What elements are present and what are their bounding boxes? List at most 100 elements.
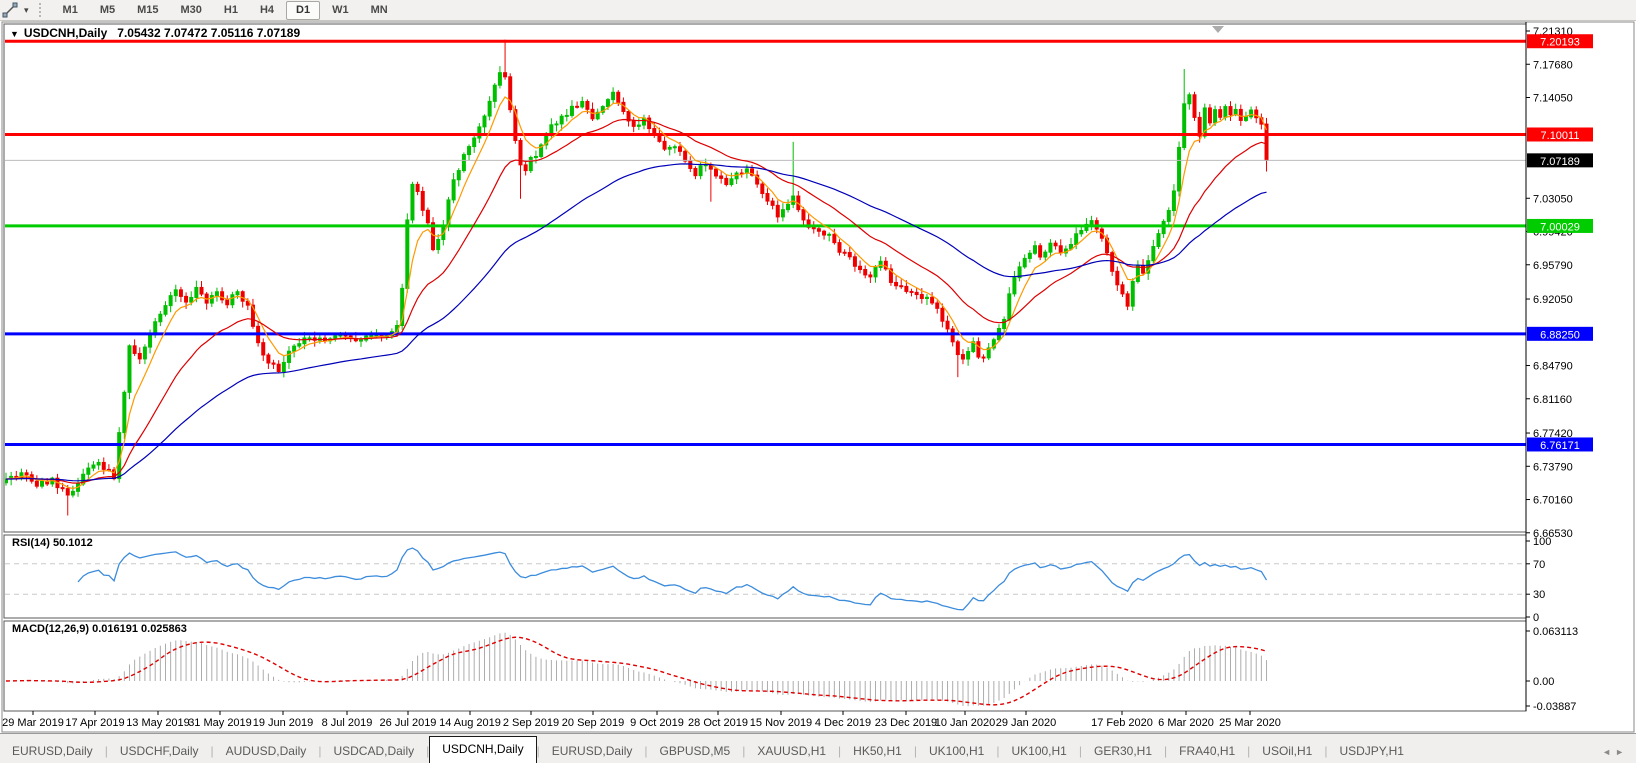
date-tick-2-Sep-2019: 2 Sep 2019 — [503, 717, 559, 729]
timeframe-button-m30[interactable]: M30 — [180, 3, 202, 16]
chart-tab-ger30-h1[interactable]: GER30,H1 — [1093, 744, 1153, 758]
price-label-text-6.88250: 6.88250 — [1540, 329, 1580, 341]
chart-tab-bar: EURUSD,Daily | USDCHF,Daily | AUDUSD,Daily | U… — [0, 733, 1636, 763]
chart-tab-gbpusd-m5[interactable]: GBPUSD,M5 — [659, 744, 731, 758]
tab-separator: | — [318, 744, 322, 758]
rsi-scale-0: 0 — [1533, 612, 1539, 624]
date-tick-31-May-2019: 31 May 2019 — [188, 717, 252, 729]
chart-tab-eurusd-daily[interactable]: EURUSD,Daily — [12, 744, 93, 758]
price-label-box-7.20193 — [1527, 34, 1593, 49]
macd-layer — [5, 632, 1268, 707]
timeframe-button-m1[interactable]: M1 — [62, 3, 78, 16]
price-tick-6.70160: 6.70160 — [1533, 495, 1573, 507]
line-studies-icon[interactable] — [2, 2, 24, 18]
date-tick-4-Dec-2019: 4 Dec 2019 — [815, 717, 871, 729]
date-tick-15-Nov-2019: 15 Nov 2019 — [750, 717, 812, 729]
price-label-box-6.88250 — [1527, 326, 1593, 341]
timeframe-button-m15[interactable]: M15 — [137, 3, 159, 16]
toolbar-grip-handle[interactable] — [38, 3, 46, 17]
price-tick-6.95790: 6.95790 — [1533, 260, 1573, 272]
chart-tab-usdcad-daily[interactable]: USDCAD,Daily — [333, 744, 415, 758]
date-tick-17-Feb-2020: 17 Feb 2020 — [1091, 717, 1153, 729]
moving-averages-layer — [5, 96, 1268, 490]
chart-tab-uk100-h1[interactable]: UK100,H1 — [1011, 744, 1067, 758]
date-tick-13-May-2019: 13 May 2019 — [126, 717, 190, 729]
timeframe-button-mn[interactable]: MN — [370, 3, 388, 16]
tab-separator: | — [1164, 744, 1168, 758]
date-tick-29-Jan-2020: 29 Jan 2020 — [996, 717, 1057, 729]
rsi-scale-100: 100 — [1533, 536, 1551, 548]
chart-tab-usdchf-daily[interactable]: USDCHF,Daily — [119, 744, 199, 758]
timeframe-button-h4[interactable]: H4 — [259, 3, 275, 16]
tab-separator: | — [1078, 744, 1082, 758]
rsi-layer — [5, 547, 1525, 611]
main-panel-frame — [3, 23, 1527, 533]
date-tick-6-Mar-2020: 6 Mar 2020 — [1158, 717, 1214, 729]
ma-line-21 — [5, 118, 1267, 484]
price-tick-7.14050: 7.14050 — [1533, 93, 1573, 105]
date-tick-25-Mar-2020: 25 Mar 2020 — [1219, 717, 1281, 729]
ma-line-6 — [5, 96, 1268, 490]
price-tick-6.73790: 6.73790 — [1533, 461, 1573, 473]
price-label-box-7.07189 — [1527, 153, 1593, 168]
tab-separator: | — [536, 744, 540, 758]
chart-tab-fra40-h1[interactable]: FRA40,H1 — [1179, 744, 1236, 758]
rsi-line — [77, 547, 1268, 611]
chart-tab-hk50-h1[interactable]: HK50,H1 — [853, 744, 902, 758]
chart-tab-usdcnh-daily[interactable]: USDCNH,Daily — [429, 736, 537, 763]
horizontal-levels-layer[interactable] — [5, 39, 1526, 446]
price-label-box-7.10011 — [1527, 127, 1593, 142]
tab-separator: | — [210, 744, 214, 758]
price-label-text-6.76171: 6.76171 — [1540, 440, 1580, 452]
tab-separator: | — [913, 744, 917, 758]
chart-tab-xauusd-h1[interactable]: XAUUSD,H1 — [757, 744, 827, 758]
date-tick-23-Dec-2019: 23 Dec 2019 — [875, 717, 937, 729]
date-tick-8-Jul-2019: 8 Jul 2019 — [322, 717, 373, 729]
timeframe-buttons: M1 M5 M15 M30 H1 H4 D1 W1 MN — [52, 0, 399, 20]
price-label-text-7.10011: 7.10011 — [1541, 130, 1580, 142]
timeframe-button-m5[interactable]: M5 — [99, 3, 116, 16]
date-tick-14-Aug-2019: 14 Aug 2019 — [439, 717, 501, 729]
price-tick-7.03050: 7.03050 — [1533, 193, 1573, 205]
timeframe-button-h1[interactable]: H1 — [223, 3, 238, 16]
chart-tab-usdjpy-h1[interactable]: USDJPY,H1 — [1339, 744, 1404, 758]
chart-tab-uk100-h1[interactable]: UK100,H1 — [928, 744, 985, 758]
candles-layer[interactable] — [5, 39, 1269, 516]
price-label-text-7.20193: 7.20193 — [1540, 37, 1580, 49]
price-label-box-7.00029 — [1527, 218, 1593, 233]
price-tick-6.77420: 6.77420 — [1533, 428, 1573, 440]
tab-scroll-left-icon: ◄ — [1602, 747, 1616, 757]
price-tick-6.81160: 6.81160 — [1533, 394, 1572, 406]
tab-separator: | — [996, 744, 1000, 758]
date-tick-29-Mar-2019: 29 Mar 2019 — [2, 717, 64, 729]
tab-scroll-arrows[interactable]: ◄► — [1602, 747, 1628, 763]
tab-scroll-right-icon: ► — [1615, 747, 1628, 757]
chart-tab-audusd-daily[interactable]: AUDUSD,Daily — [225, 744, 307, 758]
rsi-scale-30: 30 — [1533, 589, 1545, 601]
macd-scale--0.03887: -0.03887 — [1533, 701, 1576, 713]
chart-tab-eurusd-daily[interactable]: EURUSD,Daily — [551, 744, 633, 758]
timeframe-toolbar: ▾ M1 M5 M15 M30 H1 H4 D1 W1 MN — [0, 0, 1636, 21]
chart-canvas[interactable]: 7.213107.176807.140507.030506.994206.957… — [0, 21, 1636, 733]
price-tick-6.92050: 6.92050 — [1533, 294, 1573, 306]
rsi-panel-frame — [3, 534, 1527, 619]
price-tick-7.17680: 7.17680 — [1533, 59, 1573, 71]
macd-scale-0.00: 0.00 — [1533, 676, 1554, 688]
chart-shift-marker[interactable] — [1212, 26, 1224, 33]
date-tick-17-Apr-2019: 17 Apr 2019 — [65, 717, 124, 729]
price-tick-6.84790: 6.84790 — [1533, 361, 1573, 373]
tab-separator: | — [838, 744, 842, 758]
tab-separator: | — [1324, 744, 1328, 758]
price-axis[interactable]: 7.213107.176807.140507.030506.994206.957… — [1525, 22, 1593, 713]
date-tick-19-Jun-2019: 19 Jun 2019 — [253, 717, 314, 729]
chevron-down-icon[interactable]: ▾ — [24, 4, 29, 15]
rsi-scale-70: 70 — [1533, 559, 1545, 571]
timeframe-button-w1[interactable]: W1 — [332, 3, 349, 16]
chart-tab-usoil-h1[interactable]: USOil,H1 — [1262, 744, 1313, 758]
tab-separator: | — [1247, 744, 1251, 758]
timeframe-button-d1[interactable]: D1 — [286, 0, 321, 20]
price-label-text-7.07189: 7.07189 — [1540, 156, 1580, 168]
tab-separator: | — [104, 744, 108, 758]
macd-signal-line — [5, 636, 1267, 706]
